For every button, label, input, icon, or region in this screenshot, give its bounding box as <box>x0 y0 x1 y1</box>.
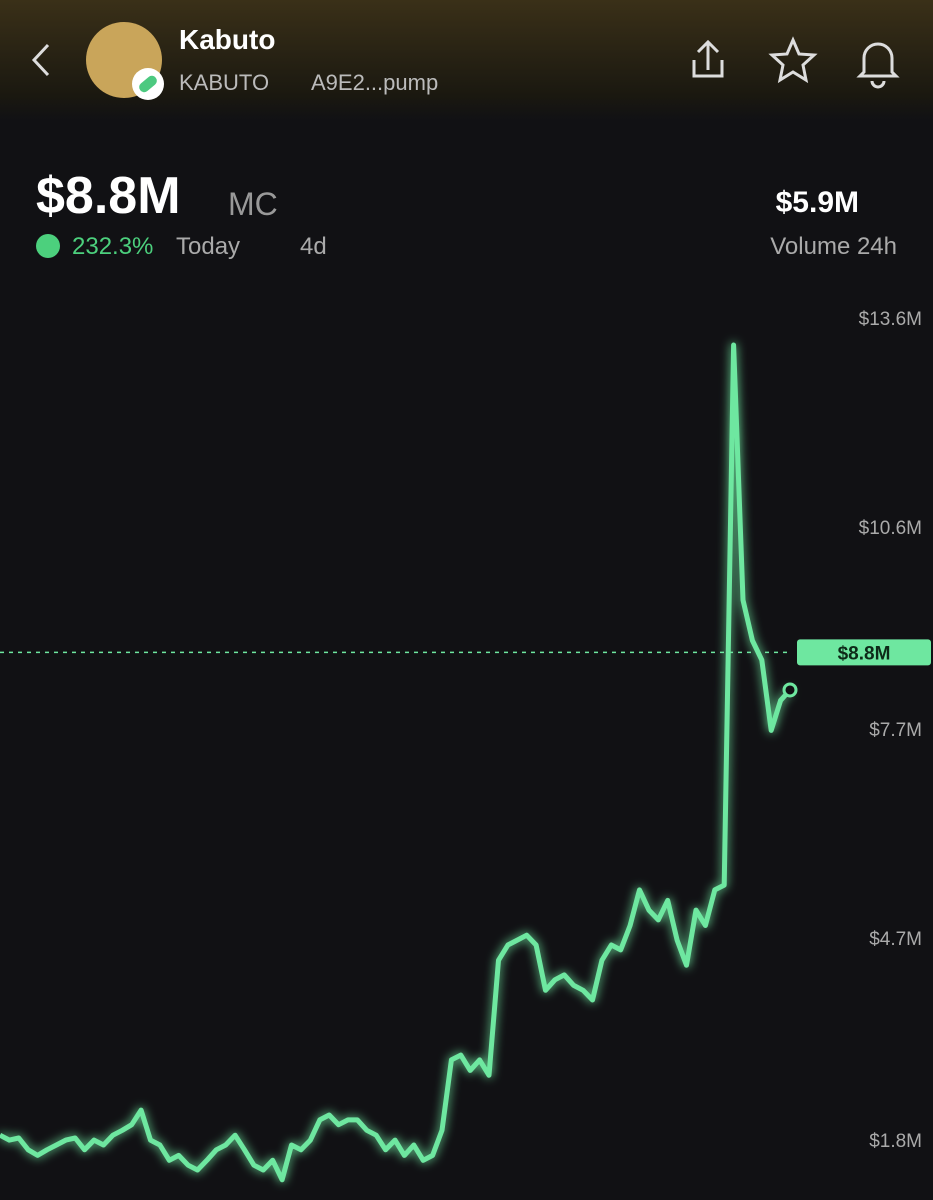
current-price-label: $8.8M <box>838 643 891 664</box>
ticker: KABUTO <box>179 70 270 95</box>
favorite-button[interactable] <box>768 36 818 84</box>
up-icon <box>36 234 60 258</box>
volume: $5.9M <box>775 186 859 219</box>
volume-label: Volume 24h <box>770 233 897 260</box>
change: 232.3% <box>72 233 154 260</box>
header: Kabuto KABUTO A9E2...pump <box>0 0 933 120</box>
current-price-pill <box>797 639 931 666</box>
y-tick-label: $4.7M <box>869 929 922 950</box>
change-period: Today <box>176 233 241 260</box>
last-point <box>782 682 798 698</box>
y-tick-label: $10.6M <box>859 518 922 539</box>
price-line <box>0 342 792 1183</box>
y-tick-label: $13.6M <box>859 309 922 330</box>
market-cap-unit: MC <box>228 186 278 222</box>
pill-icon <box>139 75 157 93</box>
age: 4d <box>300 233 327 260</box>
address[interactable]: A9E2...pump <box>311 70 439 95</box>
alert-button[interactable] <box>856 42 900 89</box>
token-name: Kabuto <box>179 24 276 55</box>
y-tick-label: $7.7M <box>869 720 922 741</box>
back-button[interactable] <box>31 43 50 77</box>
share-button[interactable] <box>692 39 724 78</box>
header-icons <box>31 22 900 100</box>
market-cap: $8.8M <box>36 167 181 225</box>
y-tick-label: $1.8M <box>869 1131 922 1152</box>
